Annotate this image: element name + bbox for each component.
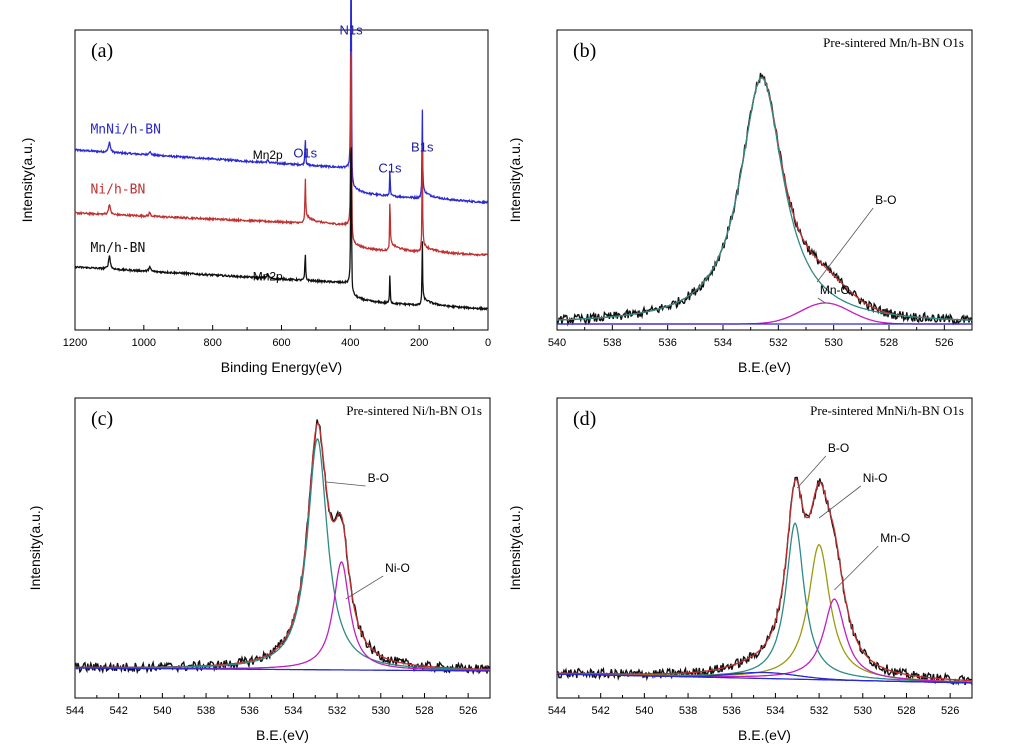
x-tick-label: 544 bbox=[66, 705, 84, 717]
annotation-leader bbox=[834, 545, 879, 591]
x-tick-label: 538 bbox=[603, 337, 621, 349]
legend-entry: Mn/h-BN bbox=[90, 241, 145, 256]
panel-b: 540 538 536 534 532 530 528 526 B.E.(eV) Intensit… bbox=[507, 29, 973, 375]
legend-entry: Ni/h-BN bbox=[90, 183, 145, 198]
panel-title: Pre-sintered MnNi/h-BN O1s bbox=[810, 403, 964, 418]
annotation-leader bbox=[796, 455, 827, 489]
peak-label: B1s bbox=[411, 140, 434, 155]
panel-title: Pre-sintered Ni/h-BN O1s bbox=[346, 403, 482, 418]
series-line-background bbox=[75, 667, 490, 672]
plot-frame-c bbox=[74, 397, 491, 699]
annotation-label: B-O bbox=[368, 471, 389, 485]
x-tick-label: 534 bbox=[284, 705, 302, 717]
peak-label: N1s bbox=[339, 23, 363, 38]
x-tick-label: 540 bbox=[635, 705, 653, 717]
x-tick-label: 526 bbox=[941, 705, 959, 717]
series-line-b-o bbox=[557, 77, 972, 321]
annotation-label: Mn-O bbox=[880, 531, 910, 545]
x-tick-label: 536 bbox=[241, 705, 259, 717]
panel-c: 544 542 540 538 536 534 532 530 528 526 B.E.(eV) In… bbox=[27, 397, 491, 743]
annotation-leader bbox=[817, 297, 826, 304]
series-line-b-o bbox=[557, 522, 972, 684]
annotation-label: B-O bbox=[828, 441, 849, 455]
x-tick-label: 0 bbox=[485, 337, 491, 349]
series-line-fitted-envelope bbox=[557, 478, 973, 682]
x-tick-label: 538 bbox=[197, 705, 215, 717]
peak-label: C1s bbox=[378, 161, 402, 176]
x-axis-label: B.E.(eV) bbox=[256, 727, 309, 743]
panel-d: 544 542 540 538 536 534 532 530 528 526 B.E.(eV) In… bbox=[507, 397, 973, 743]
series-line-mnni-h-bn bbox=[74, 0, 489, 205]
y-axis-label: Intensity(a.u.) bbox=[19, 138, 35, 223]
series-line-fitted-envelope bbox=[75, 422, 490, 671]
series-line-mn-o bbox=[557, 598, 973, 683]
y-axis-label: Intensity(a.u.) bbox=[27, 506, 43, 591]
x-axis-label: Binding Energy(eV) bbox=[221, 359, 342, 375]
panel-label: (b) bbox=[573, 40, 596, 62]
x-tick-label: 532 bbox=[769, 337, 787, 349]
plot-frame-a bbox=[74, 29, 489, 331]
y-axis-label: Intensity(a.u.) bbox=[507, 506, 523, 591]
x-tick-label: 526 bbox=[935, 337, 953, 349]
x-tick-label: 528 bbox=[415, 705, 433, 717]
y-axis-label: Intensity(a.u.) bbox=[507, 138, 523, 223]
series-line-ni-h-bn bbox=[74, 51, 489, 257]
x-tick-label: 528 bbox=[897, 705, 915, 717]
annotation-label: Mn-O bbox=[820, 283, 850, 297]
x-tick-label: 400 bbox=[341, 337, 359, 349]
x-tick-label: 1200 bbox=[63, 337, 87, 349]
annotation-leader bbox=[816, 207, 874, 283]
x-tick-label: 534 bbox=[766, 705, 784, 717]
x-tick-label: 526 bbox=[459, 705, 477, 717]
x-tick-label: 532 bbox=[328, 705, 346, 717]
x-axis-label: B.E.(eV) bbox=[738, 359, 791, 375]
x-tick-label: 528 bbox=[880, 337, 898, 349]
annotation-leader bbox=[345, 575, 384, 600]
annotation-leader bbox=[818, 485, 862, 519]
annotation-label: Ni-O bbox=[385, 561, 410, 575]
annotation-label: B-O bbox=[875, 193, 896, 207]
x-tick-label: 530 bbox=[854, 705, 872, 717]
x-tick-label: 540 bbox=[153, 705, 171, 717]
annotation-leader bbox=[326, 481, 366, 487]
series-line-mn-h-bn bbox=[74, 147, 489, 312]
x-tick-label: 536 bbox=[723, 705, 741, 717]
panel-title: Pre-sintered Mn/h-BN O1s bbox=[823, 35, 964, 50]
series-line-measured bbox=[556, 72, 973, 327]
plot-frame-b bbox=[556, 29, 973, 331]
panel-label: (c) bbox=[91, 408, 113, 430]
x-tick-label: 600 bbox=[272, 337, 290, 349]
legend-entry: MnNi/h-BN bbox=[90, 123, 160, 138]
x-tick-label: 542 bbox=[110, 705, 128, 717]
x-tick-label: 544 bbox=[548, 705, 566, 717]
x-tick-label: 800 bbox=[203, 337, 221, 349]
x-tick-label: 532 bbox=[810, 705, 828, 717]
x-tick-label: 536 bbox=[658, 337, 676, 349]
x-tick-label: 1000 bbox=[132, 337, 156, 349]
peak-label: Mn2p bbox=[253, 270, 283, 284]
plot-frame-d bbox=[556, 397, 973, 699]
series-line-measured bbox=[74, 419, 491, 676]
panel-label: (a) bbox=[91, 40, 113, 62]
x-tick-label: 534 bbox=[714, 337, 732, 349]
x-tick-label: 200 bbox=[410, 337, 428, 349]
x-axis-label: B.E.(eV) bbox=[738, 727, 791, 743]
x-tick-label: 540 bbox=[548, 337, 566, 349]
x-tick-label: 530 bbox=[372, 705, 390, 717]
x-tick-label: 538 bbox=[679, 705, 697, 717]
annotation-label: Ni-O bbox=[863, 471, 888, 485]
series-line-background bbox=[557, 673, 972, 684]
series-line-measured bbox=[556, 476, 973, 686]
peak-label: O1s bbox=[293, 146, 317, 161]
panel-label: (d) bbox=[573, 408, 596, 430]
peak-label: Mn2p bbox=[253, 148, 283, 162]
x-tick-label: 530 bbox=[824, 337, 842, 349]
x-tick-label: 542 bbox=[592, 705, 610, 717]
series-line-b-o bbox=[75, 438, 490, 671]
series-line-fitted-envelope bbox=[557, 76, 972, 321]
series-line-ni-o bbox=[75, 561, 490, 672]
panel-a: 1200 1000 800 600 400 200 0 Binding Energy(eV) I… bbox=[19, 0, 491, 375]
